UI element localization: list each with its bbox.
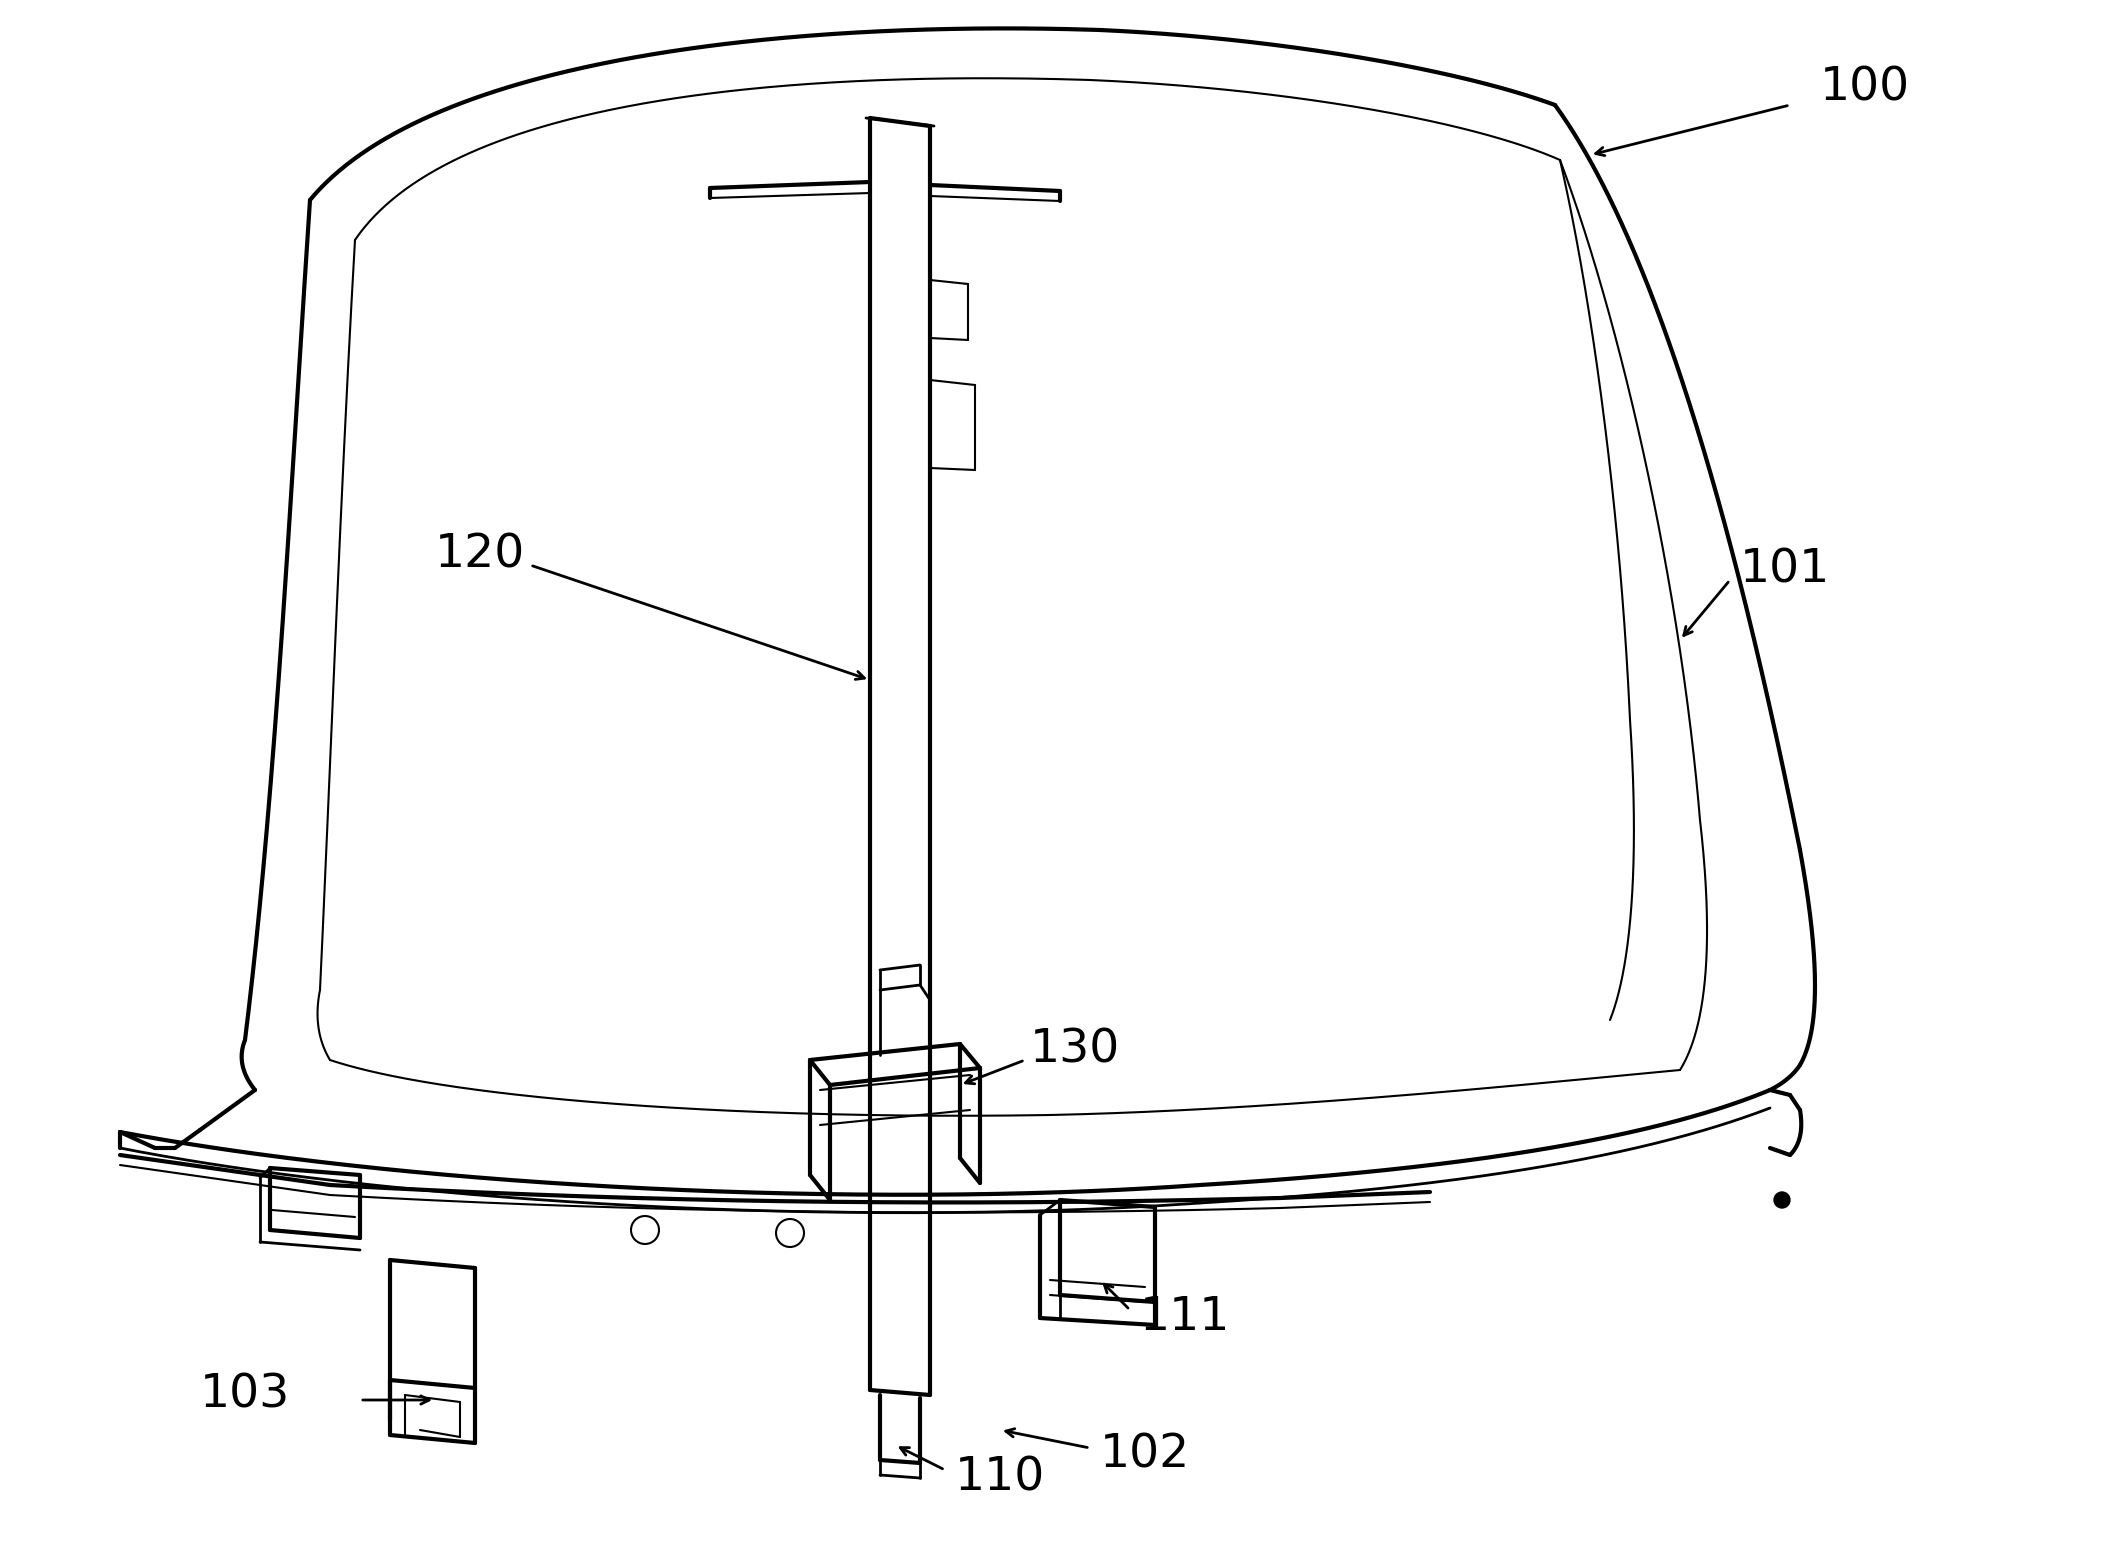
Text: 100: 100 <box>1819 66 1910 111</box>
Text: 110: 110 <box>955 1455 1046 1500</box>
Text: 130: 130 <box>1029 1027 1120 1072</box>
Text: 103: 103 <box>199 1372 290 1418</box>
Text: 120: 120 <box>434 533 525 577</box>
Text: 101: 101 <box>1741 547 1830 592</box>
Text: 111: 111 <box>1139 1296 1231 1341</box>
Circle shape <box>1775 1193 1790 1208</box>
Text: 102: 102 <box>1099 1433 1190 1477</box>
